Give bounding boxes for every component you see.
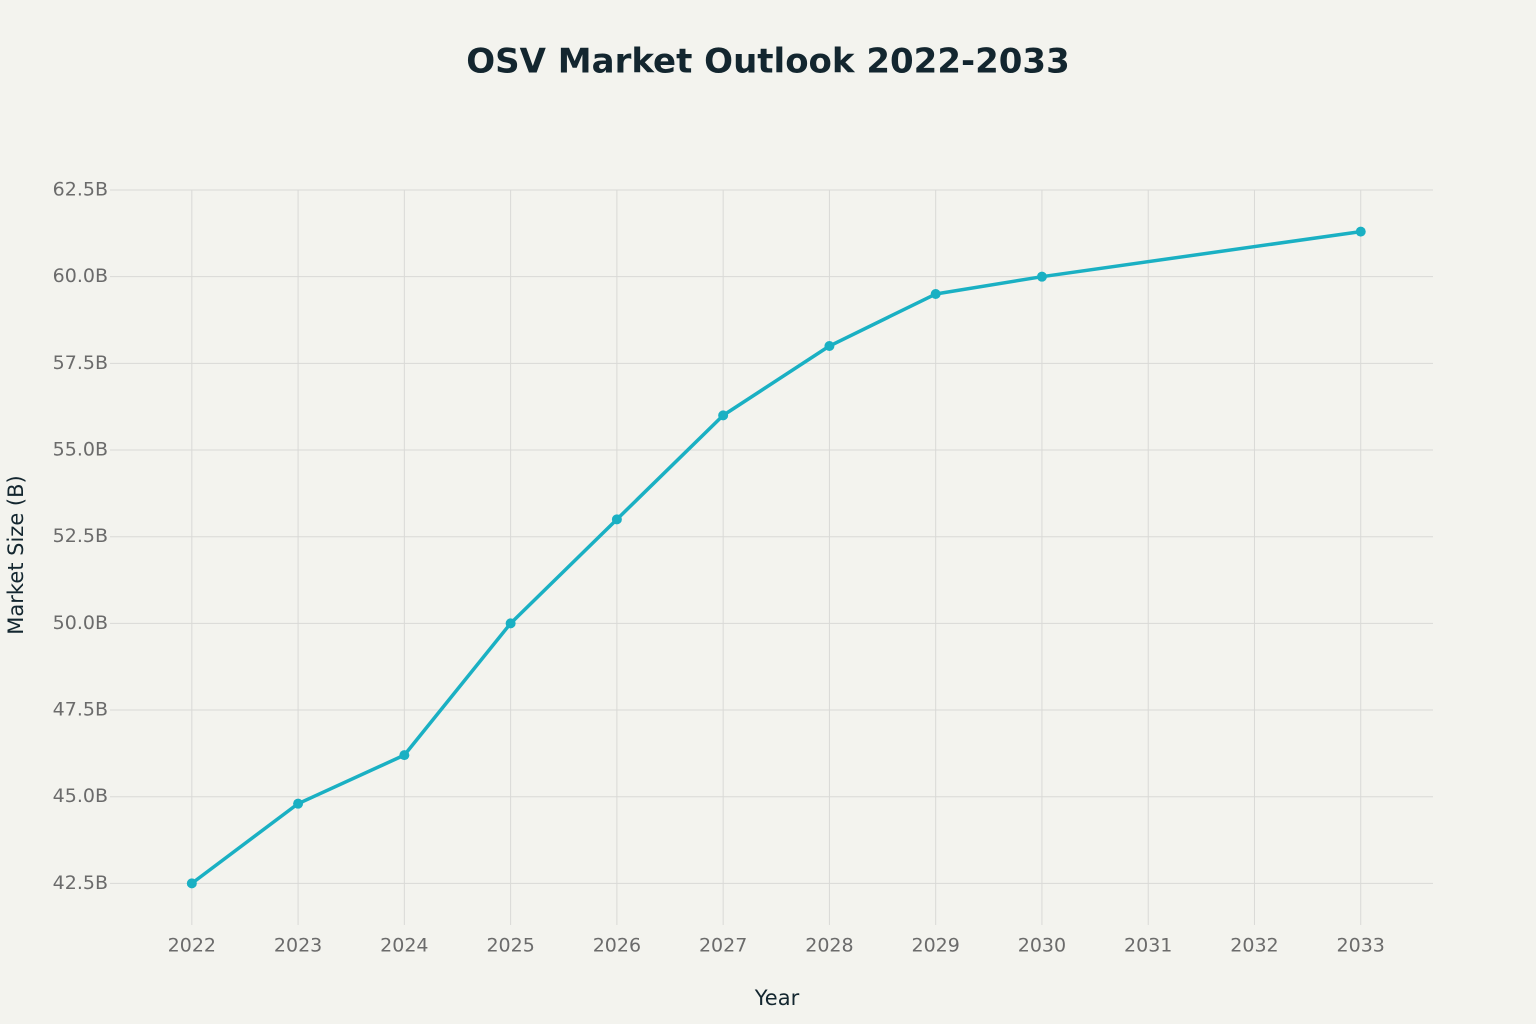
point: [293, 798, 304, 809]
y-axis-title: Market Size (B): [4, 475, 28, 634]
x-tick-label: 2027: [699, 935, 747, 957]
point: [186, 878, 197, 889]
point: [824, 341, 835, 352]
x-tick-label: 2022: [168, 935, 216, 957]
x-tick-label: 2025: [486, 935, 534, 957]
point: [930, 289, 941, 300]
y-tick-label: 50.0B: [53, 612, 108, 634]
y-tick-label: 57.5B: [53, 352, 108, 374]
point: [611, 514, 622, 525]
y-tick-label: 42.5B: [53, 872, 108, 894]
point: [399, 750, 410, 761]
point: [718, 410, 729, 421]
x-tick-label: 2030: [1018, 935, 1066, 957]
plot: [186, 226, 1366, 889]
y-tick-label: 47.5B: [53, 699, 108, 721]
y-tick-label: 55.0B: [53, 439, 108, 461]
grid: 42.5B 45.0B 47.5B 50.0B 52.5B 55.0B 57.5B 60.0B…: [53, 179, 1433, 957]
chart-title: OSV Market Outlook 2022-2033: [466, 42, 1069, 82]
x-axis-title: Year: [754, 986, 800, 1010]
x-tick-label: 2026: [593, 935, 641, 957]
y-tick-label: 52.5B: [53, 525, 108, 547]
x-tick-label: 2028: [805, 935, 853, 957]
y-tick-label: 60.0B: [53, 265, 108, 287]
line: [190, 229, 1361, 885]
point: [505, 618, 516, 629]
y-tick-label: 45.0B: [53, 785, 108, 807]
point: [1355, 226, 1366, 237]
x-tick-label: 2033: [1337, 935, 1385, 957]
x-tick-label: 2024: [380, 935, 428, 957]
x-tick-label: 2023: [274, 935, 322, 957]
point: [1036, 271, 1047, 282]
y-tick-label: 62.5B: [53, 179, 108, 201]
x-tick-label: 2032: [1230, 935, 1278, 957]
x-tick-label: 2031: [1124, 935, 1172, 957]
x-tick-label: 2029: [911, 935, 959, 957]
